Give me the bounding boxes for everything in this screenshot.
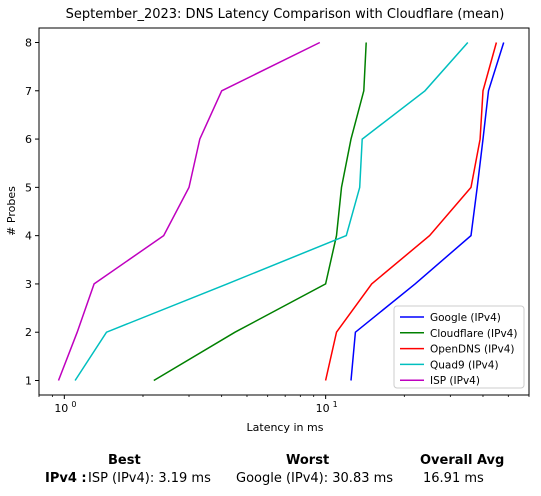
plot-area [38, 27, 530, 396]
y-tick-label: 8 [25, 36, 32, 49]
series-line-isp-ipv4 [57, 41, 321, 381]
series-line-google-ipv4 [350, 42, 505, 381]
worst-header: Worst [286, 453, 330, 468]
ipv4-row-label: IPv4 : [45, 471, 87, 486]
y-tick-label: 7 [25, 85, 32, 98]
y-tick-label: 5 [25, 181, 32, 194]
y-tick-label: 3 [25, 278, 32, 291]
y-tick-label: 1 [25, 375, 32, 388]
x-axis-label: Latency in ms [247, 421, 324, 434]
y-axis-label: # Probes [5, 186, 18, 236]
worst-value: Google (IPv4): 30.83 ms [236, 471, 394, 486]
overall-avg-value: 16.91 ms [423, 471, 484, 486]
x-tick-label: 10 [316, 402, 330, 415]
series-line-cloudflare-ipv4 [153, 42, 367, 382]
legend-label: OpenDNS (IPv4) [430, 344, 515, 356]
x-tick-exponent: 0 [71, 400, 76, 409]
dns-latency-chart: September_2023: DNS Latency Comparison w… [5, 7, 530, 434]
x-tick-exponent: 1 [333, 400, 338, 409]
best-value: ISP (IPv4): 3.19 ms [88, 471, 211, 486]
legend-box [393, 305, 525, 389]
series-line-quad9-ipv4 [74, 42, 469, 381]
summary-table: Best Worst Overall Avg IPv4 : ISP (IPv4)… [0, 448, 541, 496]
x-tick-label: 10 [54, 402, 68, 415]
legend-label: ISP (IPv4) [430, 375, 480, 387]
legend: Google (IPv4) Cloudflare (IPv4) OpenDNS (I… [393, 305, 525, 389]
legend-label: Quad9 (IPv4) [430, 359, 499, 371]
overall-avg-header: Overall Avg [420, 453, 505, 468]
series-line-opendns-ipv4 [324, 42, 498, 381]
series-lines [57, 41, 505, 382]
best-header: Best [108, 453, 141, 468]
legend-label: Cloudflare (IPv4) [430, 328, 517, 340]
y-tick-label: 6 [25, 133, 32, 146]
legend-label: Google (IPv4) [430, 312, 501, 324]
y-tick-label: 2 [25, 326, 32, 339]
y-tick-label: 4 [25, 230, 32, 243]
chart-title: September_2023: DNS Latency Comparison w… [66, 7, 505, 22]
